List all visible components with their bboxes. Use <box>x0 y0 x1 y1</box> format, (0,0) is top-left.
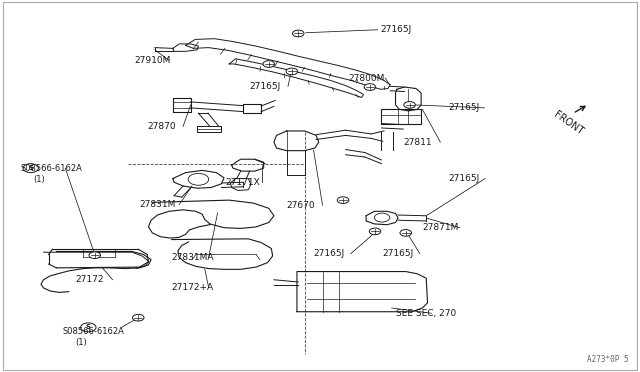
Text: 27871M: 27871M <box>422 223 459 232</box>
Circle shape <box>292 30 304 37</box>
Circle shape <box>263 61 275 67</box>
Text: 27165J: 27165J <box>381 25 412 34</box>
Text: 27165J: 27165J <box>250 82 281 91</box>
Text: 27831MA: 27831MA <box>172 253 214 262</box>
Text: FRONT: FRONT <box>552 109 585 137</box>
Text: 27172: 27172 <box>76 275 104 284</box>
Text: (1): (1) <box>33 175 45 184</box>
Text: S08566-6162A: S08566-6162A <box>63 327 125 336</box>
Text: 27165J: 27165J <box>448 103 479 112</box>
Circle shape <box>188 173 209 185</box>
Text: 27165J: 27165J <box>314 249 345 258</box>
Circle shape <box>132 314 144 321</box>
Text: 27831M: 27831M <box>140 200 176 209</box>
Circle shape <box>81 323 96 332</box>
Circle shape <box>369 228 381 235</box>
Circle shape <box>400 230 412 236</box>
Circle shape <box>404 102 415 108</box>
Text: S: S <box>28 165 33 171</box>
Text: 27870: 27870 <box>147 122 176 131</box>
Text: 27910M: 27910M <box>134 56 171 65</box>
Text: A273*0P 5: A273*0P 5 <box>587 355 628 364</box>
Text: SEE SEC, 270: SEE SEC, 270 <box>396 309 456 318</box>
Text: 27172+A: 27172+A <box>172 283 214 292</box>
Circle shape <box>364 84 376 90</box>
Text: (1): (1) <box>76 339 87 347</box>
Text: S08566-6162A: S08566-6162A <box>20 164 83 173</box>
Text: 27165J: 27165J <box>448 174 479 183</box>
Text: 27811: 27811 <box>403 138 432 147</box>
Text: 27800M: 27800M <box>349 74 385 83</box>
Text: 27171X: 27171X <box>225 178 260 187</box>
Circle shape <box>23 164 38 173</box>
Text: 27670: 27670 <box>287 201 316 210</box>
Circle shape <box>337 197 349 203</box>
Text: S: S <box>86 324 91 330</box>
Text: 27165J: 27165J <box>383 249 414 258</box>
Circle shape <box>89 252 100 259</box>
Circle shape <box>286 68 298 75</box>
Circle shape <box>374 213 390 222</box>
